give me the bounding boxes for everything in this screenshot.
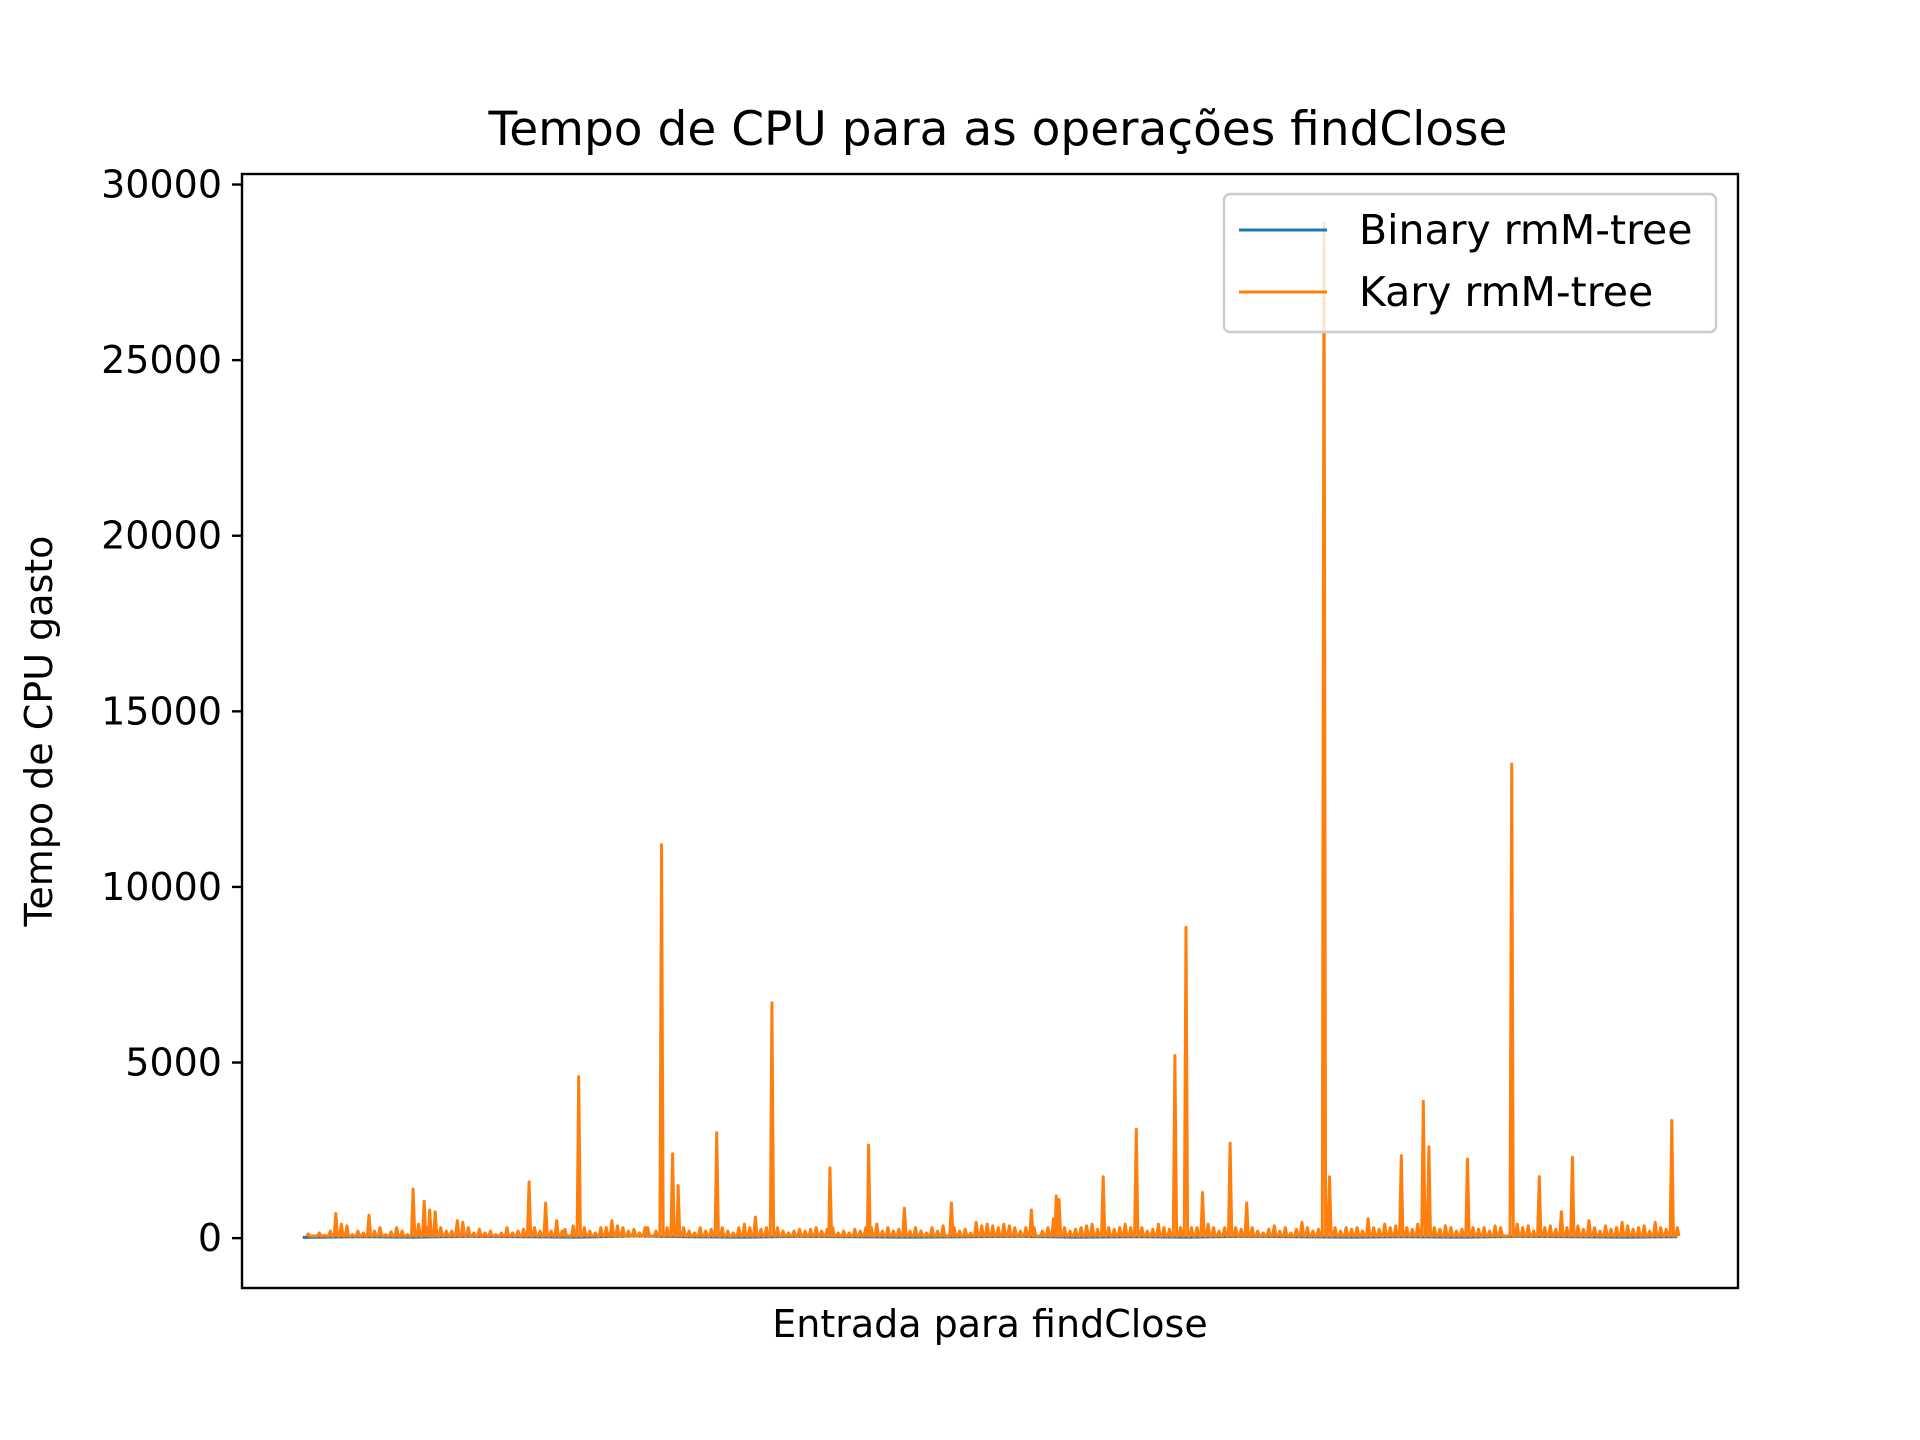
y-axis: 0 5000 10000 15000 20000 25000 30000 — [101, 163, 242, 1260]
plot-frame — [240, 172, 1740, 1290]
y-tick-label: 20000 — [101, 514, 222, 558]
y-tick-label: 10000 — [101, 865, 222, 909]
y-tick-label: 0 — [198, 1216, 222, 1260]
plot-area — [240, 172, 1740, 1290]
legend-label-kary: Kary rmM-tree — [1359, 268, 1653, 316]
y-tick-label: 30000 — [101, 163, 222, 207]
y-tick-label: 25000 — [101, 338, 222, 382]
y-tick-label: 5000 — [125, 1041, 222, 1085]
legend-label-binary: Binary rmM-tree — [1359, 206, 1693, 254]
legend: Binary rmM-tree Kary rmM-tree — [1222, 192, 1718, 334]
y-tick-label: 15000 — [101, 689, 222, 733]
legend-box — [1222, 192, 1718, 334]
chart-title: Tempo de CPU para as operações findClose — [488, 102, 1508, 157]
series-line-kary — [305, 221, 1681, 1238]
series-layer — [302, 221, 1681, 1239]
x-axis-label: Entrada para findClose — [772, 1302, 1207, 1346]
y-axis-label: Tempo de CPU gasto — [17, 536, 61, 928]
